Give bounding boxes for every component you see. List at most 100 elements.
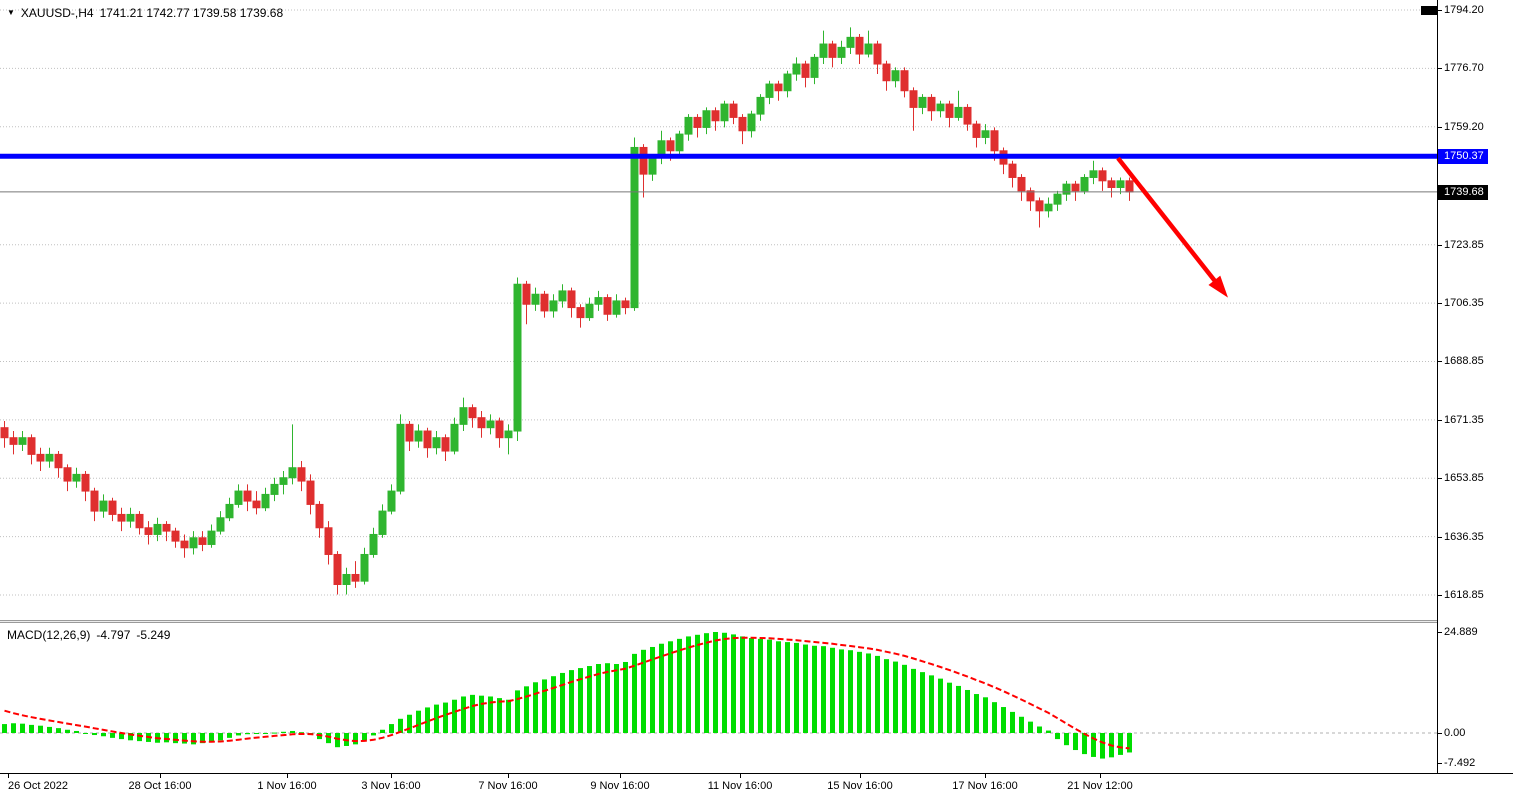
macd-histogram-bar: [929, 675, 934, 733]
candle-body: [702, 110, 711, 128]
time-axis-tick: [508, 774, 509, 778]
time-axis-tick: [287, 774, 288, 778]
candle-body: [135, 513, 144, 529]
macd-histogram-bar: [767, 639, 772, 733]
macd-chart-canvas[interactable]: [0, 623, 1437, 773]
candle-body: [585, 303, 594, 319]
macd-histogram-bar: [740, 636, 745, 733]
macd-histogram-bar: [461, 696, 466, 733]
price-axis-label: 1706.35: [1444, 297, 1484, 310]
candle-body: [963, 106, 972, 125]
price-axis-label: 1653.85: [1444, 472, 1484, 485]
candle-body: [675, 133, 684, 152]
symbol-timeframe-label: XAUUSD-,H4: [20, 6, 94, 20]
price-axis-tick: [1438, 361, 1442, 363]
candle-body: [261, 493, 270, 509]
macd-histogram-bar: [182, 733, 187, 744]
candle-body: [387, 490, 396, 512]
candle-body: [1035, 200, 1044, 212]
macd-histogram-bar: [74, 730, 79, 733]
candle-body: [1017, 176, 1026, 192]
trend-arrow-head[interactable]: [1208, 275, 1228, 298]
time-axis-tick: [391, 774, 392, 778]
candle-body: [612, 300, 621, 315]
candle-body: [81, 473, 90, 492]
macd-histogram-bar: [38, 725, 43, 733]
macd-histogram-bar: [848, 650, 853, 733]
candle-body: [342, 573, 351, 585]
candle-body: [1080, 176, 1089, 192]
candle-body: [54, 453, 63, 469]
candle-body: [252, 500, 261, 509]
candle-body: [729, 103, 738, 118]
time-axis[interactable]: 26 Oct 2022 28 Oct 16:00 1 Nov 16:00 3 Nov …: [0, 773, 1513, 800]
candle-body: [1053, 193, 1062, 205]
candle-body: [306, 480, 315, 505]
candle-body: [648, 156, 657, 175]
macd-histogram-bar: [776, 641, 781, 733]
macd-axis-label: 24.889: [1444, 626, 1478, 638]
candlestick-chart-canvas[interactable]: [0, 0, 1437, 620]
price-axis-tick: [1438, 68, 1442, 70]
candle-body: [117, 513, 126, 522]
time-axis-tick: [860, 774, 861, 778]
candle-body: [756, 96, 765, 115]
macd-histogram-bar: [92, 733, 97, 736]
candle-body: [171, 530, 180, 542]
time-axis-label: 28 Oct 16:00: [128, 780, 192, 792]
macd-axis-tick: [1438, 733, 1442, 734]
macd-histogram-bar: [1055, 733, 1060, 740]
chart-title: ▼ XAUUSD-,H4 1741.21 1742.77 1739.58 173…: [7, 6, 283, 20]
candle-body: [1107, 180, 1116, 188]
chart-shift-marker[interactable]: [1421, 6, 1437, 15]
candle-body: [810, 56, 819, 78]
macd-histogram-bar: [290, 730, 295, 733]
candle-body: [819, 43, 828, 58]
candle-body: [0, 427, 9, 439]
macd-histogram-bar: [632, 653, 637, 733]
macd-histogram-bar: [884, 659, 889, 733]
candle-body: [441, 437, 450, 452]
macd-histogram-bar: [938, 678, 943, 733]
macd-histogram-bar: [83, 733, 88, 734]
time-axis-tick: [985, 774, 986, 778]
trend-arrow-object[interactable]: [1116, 156, 1223, 290]
macd-histogram-bar: [191, 733, 196, 745]
candle-body: [396, 423, 405, 492]
macd-histogram-bar: [893, 661, 898, 733]
macd-histogram-bar: [578, 668, 583, 733]
macd-histogram-bar: [659, 643, 664, 733]
candle-body: [180, 540, 189, 549]
ohlc-values: 1741.21 1742.77 1739.58 1739.68: [99, 6, 284, 20]
candle-body: [279, 477, 288, 485]
price-axis-tick: [1438, 478, 1442, 480]
macd-histogram-bar: [785, 642, 790, 733]
macd-histogram-bar: [623, 661, 628, 733]
macd-histogram-bar: [101, 733, 106, 737]
candle-body: [27, 437, 36, 455]
macd-histogram-bar: [227, 733, 232, 738]
macd-histogram-bar: [254, 733, 259, 734]
price-axis-label: 1618.85: [1444, 589, 1484, 601]
candle-body: [63, 467, 72, 482]
price-axis[interactable]: 1750.37 1739.68 1794.20 1776.70 1759.20 172…: [1437, 0, 1513, 773]
symbol-dropdown-icon[interactable]: ▼: [7, 8, 15, 17]
macd-histogram-bar: [1082, 733, 1087, 755]
time-axis-label: 17 Nov 16:00: [952, 780, 1018, 792]
candle-body: [1071, 183, 1080, 192]
macd-histogram-bar: [425, 707, 430, 733]
candle-body: [315, 503, 324, 529]
panel-divider[interactable]: [0, 620, 1437, 623]
candle-body: [864, 43, 873, 55]
candle-body: [954, 106, 963, 118]
candle-body: [765, 83, 774, 98]
time-axis-tick: [620, 774, 621, 778]
candle-body: [522, 283, 531, 305]
candle-body: [1125, 180, 1134, 193]
candle-body: [576, 307, 585, 319]
macd-histogram-bar: [1127, 733, 1132, 753]
candle-body: [792, 63, 801, 75]
candle-body: [198, 537, 207, 545]
candle-body: [1008, 163, 1017, 178]
macd-histogram-bar: [902, 664, 907, 733]
